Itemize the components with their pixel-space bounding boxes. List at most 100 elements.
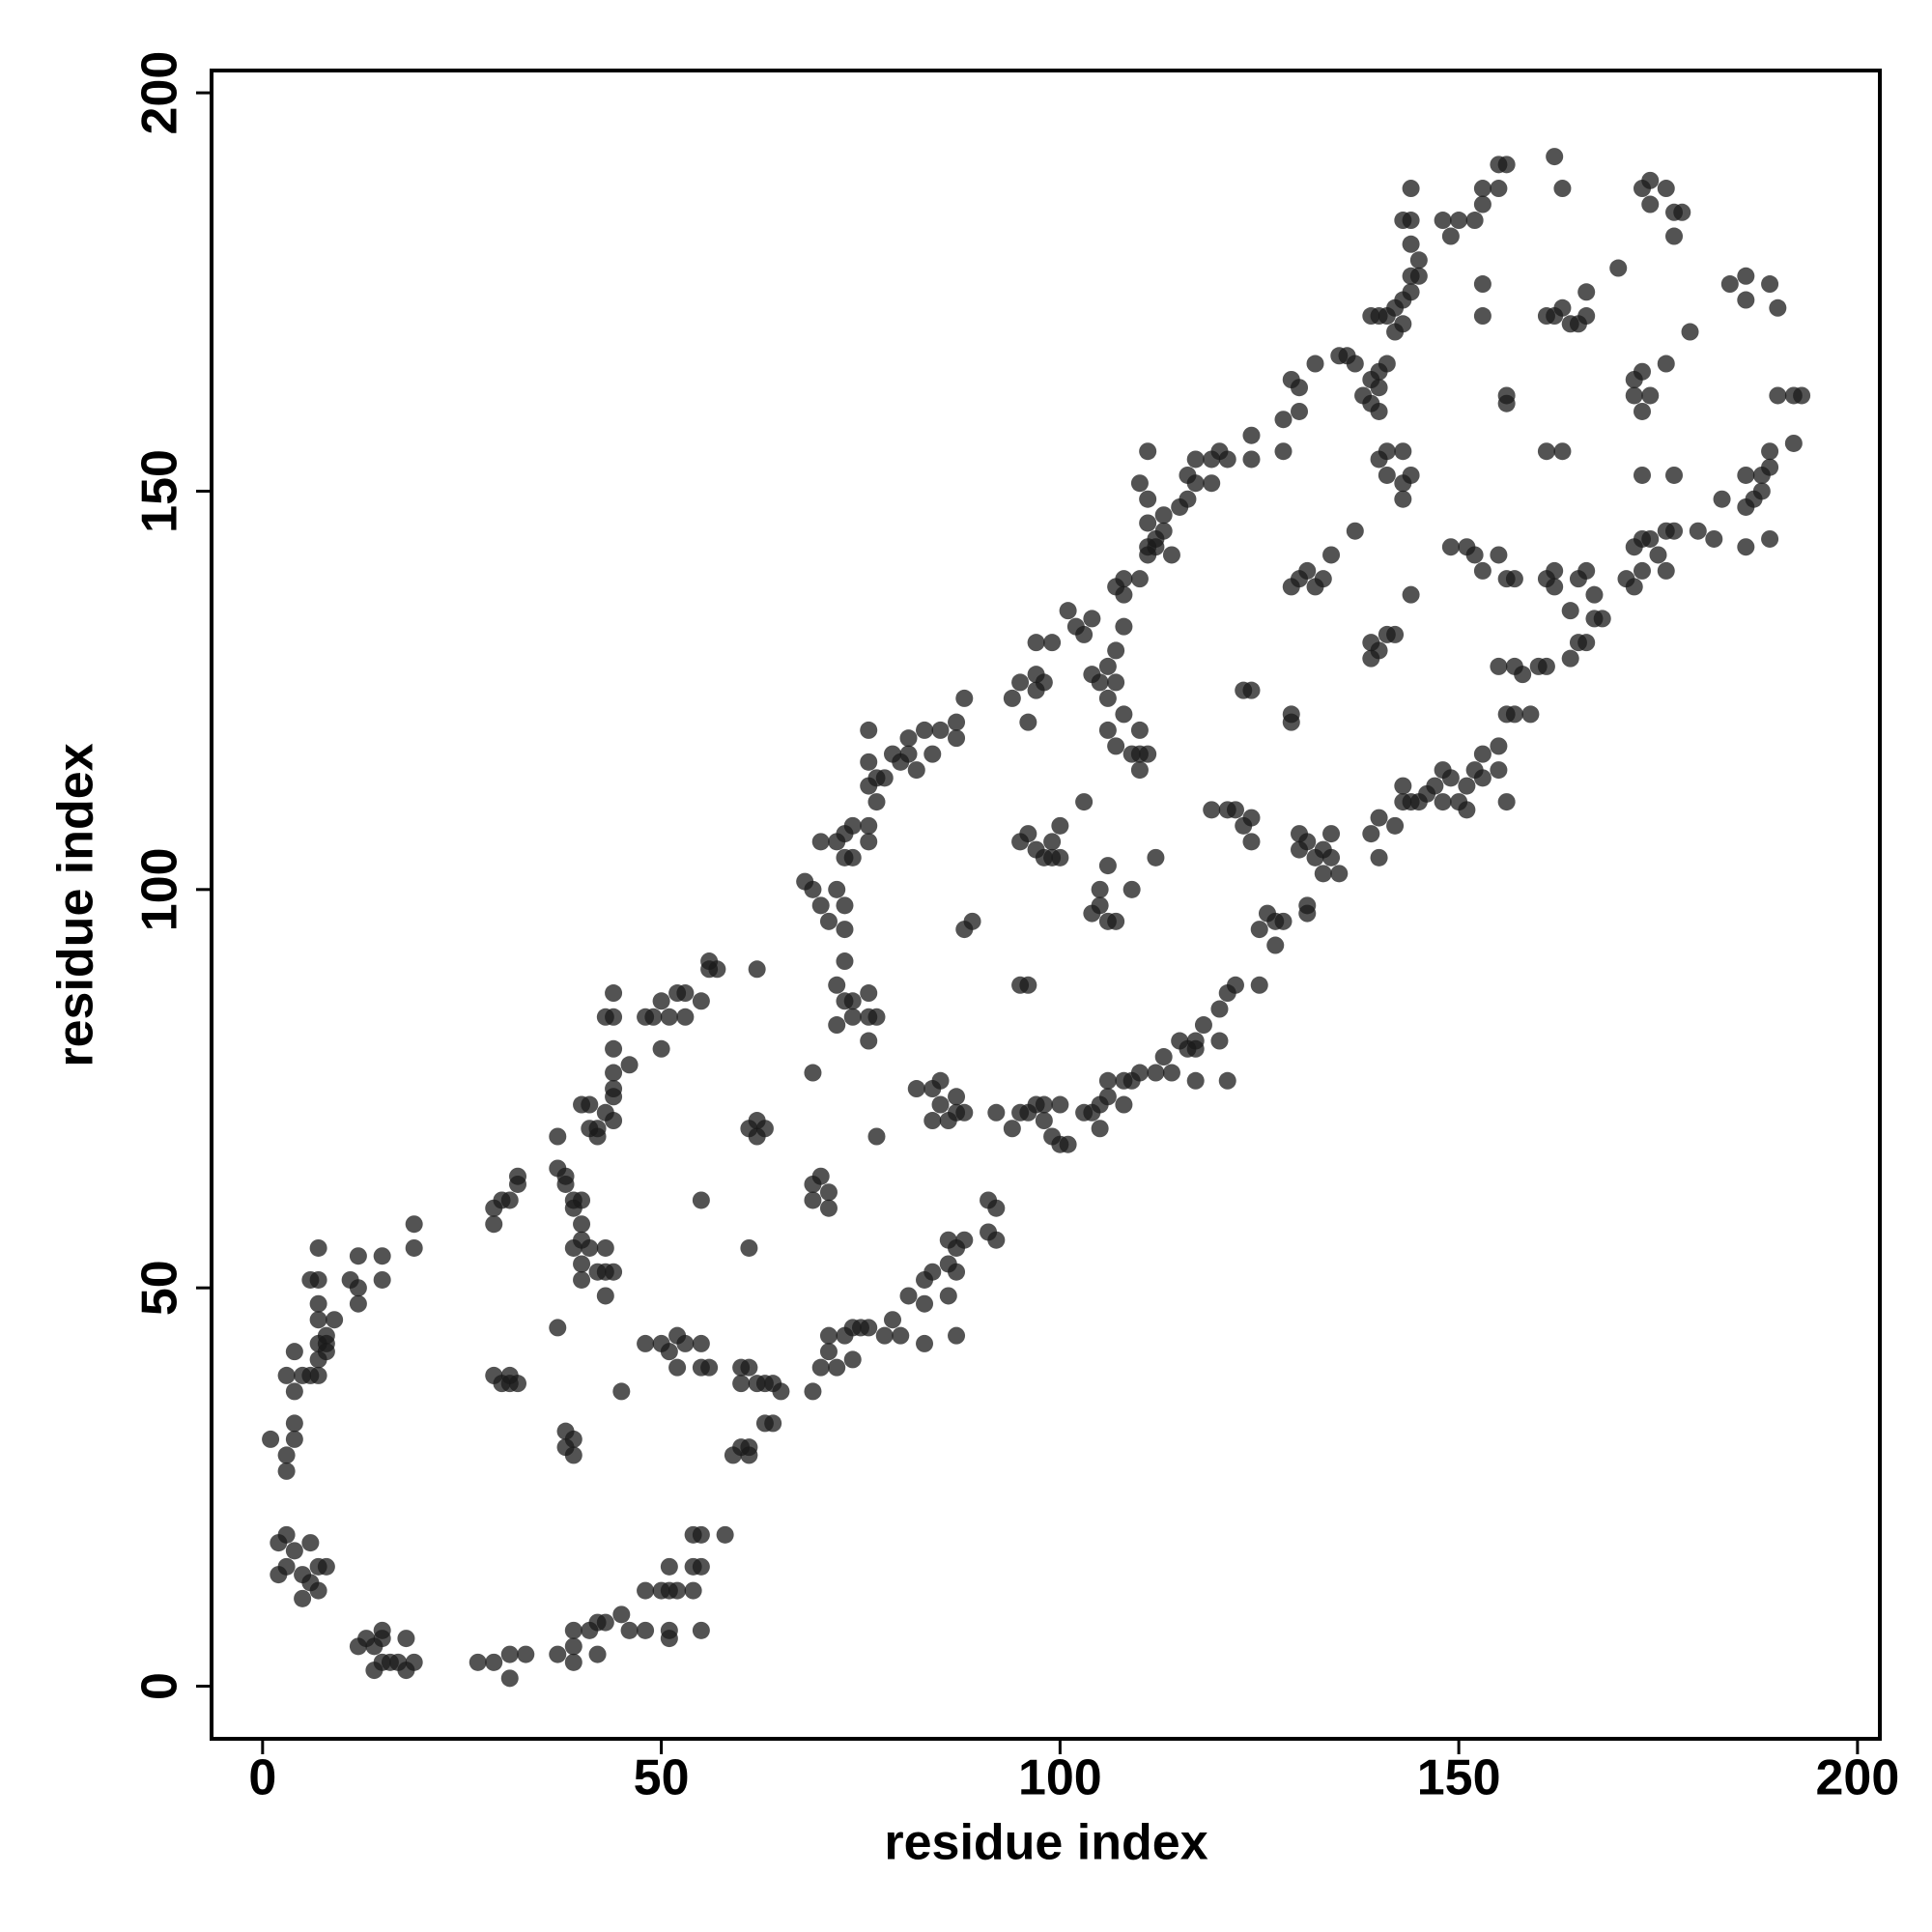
point [1378, 355, 1396, 373]
point [1130, 761, 1149, 780]
point [637, 1581, 655, 1600]
point [987, 1199, 1006, 1217]
point [1490, 761, 1508, 780]
point [1162, 546, 1180, 564]
y-tick-label: 0 [132, 1672, 188, 1700]
point [309, 1294, 327, 1313]
point [637, 1621, 655, 1639]
point [1019, 976, 1037, 994]
point [668, 1358, 687, 1377]
point [285, 1430, 303, 1448]
point [1003, 1120, 1021, 1138]
point [1394, 777, 1412, 795]
point [843, 816, 862, 835]
point [1657, 355, 1675, 373]
point [1386, 816, 1405, 835]
point [1657, 561, 1675, 580]
point [692, 1191, 710, 1209]
point [581, 1095, 599, 1114]
point [916, 721, 934, 739]
point [1386, 298, 1405, 317]
point [1761, 458, 1779, 476]
point [605, 1112, 623, 1130]
point [811, 833, 830, 851]
point [819, 912, 838, 930]
point [573, 1215, 591, 1234]
point [1490, 180, 1508, 198]
point [1115, 585, 1133, 604]
point [1098, 721, 1117, 739]
point [867, 793, 886, 811]
point [1394, 442, 1412, 461]
point [1546, 561, 1564, 580]
point [867, 1127, 886, 1146]
point [1059, 1135, 1077, 1153]
point [1218, 801, 1236, 819]
point [828, 1358, 846, 1377]
point [1003, 689, 1021, 707]
point [397, 1630, 415, 1648]
point [596, 1238, 614, 1257]
point [581, 1238, 599, 1257]
point [1394, 212, 1412, 230]
point [1186, 450, 1205, 469]
point [1737, 291, 1755, 309]
point [652, 992, 670, 1010]
point [652, 1039, 670, 1058]
point [1450, 212, 1468, 230]
point [1737, 538, 1755, 556]
point [1107, 737, 1125, 755]
point [277, 1366, 296, 1384]
point [1537, 442, 1555, 461]
point [1210, 1032, 1229, 1050]
point [1394, 490, 1412, 508]
point [1130, 721, 1149, 739]
point [1505, 570, 1523, 588]
point [1465, 212, 1484, 230]
point [373, 1270, 391, 1289]
point [1186, 1032, 1205, 1050]
point [860, 1319, 878, 1337]
y-tick-label: 150 [132, 449, 188, 533]
point [811, 1358, 830, 1377]
point [1115, 617, 1133, 636]
point [1434, 212, 1452, 230]
point [317, 1557, 335, 1576]
point [1577, 634, 1596, 652]
point [1546, 148, 1564, 166]
point [1154, 1048, 1173, 1066]
point [1035, 673, 1053, 692]
point [875, 769, 894, 787]
point [564, 1621, 582, 1639]
point [1147, 848, 1165, 867]
point [1083, 610, 1101, 628]
point [1242, 809, 1261, 827]
point [1139, 745, 1157, 763]
point [899, 1287, 918, 1305]
point [1473, 745, 1492, 763]
point [819, 1183, 838, 1202]
point [1402, 180, 1420, 198]
point [1673, 203, 1691, 221]
point [573, 1255, 591, 1273]
point [285, 1414, 303, 1433]
x-tick-label: 100 [1018, 1750, 1102, 1806]
point [843, 1008, 862, 1026]
point [1665, 227, 1684, 245]
y-tick-label: 100 [132, 847, 188, 931]
point [612, 1382, 631, 1401]
point [1035, 1112, 1053, 1130]
point [931, 1095, 950, 1114]
point [309, 1270, 327, 1289]
point [1250, 921, 1268, 939]
point [1043, 833, 1062, 851]
point [1409, 267, 1428, 285]
point [892, 1326, 910, 1345]
point [1386, 625, 1405, 643]
point [1370, 809, 1388, 827]
point [883, 1311, 901, 1329]
point [1490, 546, 1508, 564]
point [326, 1311, 344, 1329]
point [509, 1167, 527, 1185]
